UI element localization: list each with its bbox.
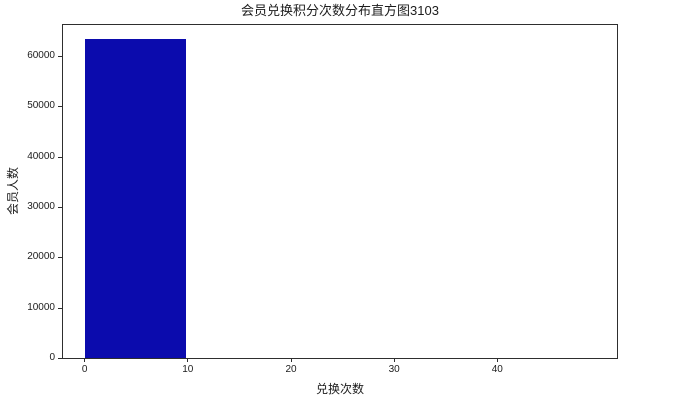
x-tick-mark [290, 358, 292, 362]
y-tick-mark [58, 207, 62, 208]
x-tick-label: 40 [491, 364, 503, 375]
x-tick-mark [496, 358, 498, 362]
x-tick-mark [187, 358, 189, 362]
x-tick-mark [393, 358, 395, 362]
y-tick-label: 20000 [27, 251, 55, 263]
y-tick-label: 0 [49, 352, 55, 363]
x-axis-label: 兑换次数 [315, 382, 364, 396]
y-tick-mark [58, 156, 62, 158]
y-tick-label: 60000 [27, 50, 55, 61]
y-tick-label: 10000 [27, 301, 55, 313]
chart-title: 会员兑换积分次数分布直方图3103 [241, 3, 439, 18]
x-tick-label: 0 [81, 364, 88, 375]
y-tick-label: 50000 [27, 100, 55, 112]
y-tick-mark [58, 358, 62, 359]
x-tick-mark [84, 358, 86, 362]
x-tick-label: 30 [388, 364, 400, 375]
x-tick-label: 20 [285, 364, 297, 375]
y-tick-mark [58, 56, 62, 57]
histogram-bar [84, 38, 186, 358]
y-tick-mark [58, 106, 62, 108]
x-tick-label: 10 [182, 364, 194, 375]
y-tick-label: 30000 [27, 201, 55, 212]
y-axis-label: 会员人数 [6, 166, 20, 216]
y-tick-label: 40000 [27, 150, 55, 162]
y-tick-mark [58, 257, 62, 259]
plot-area: 0 10 20 30 40 0 10000 20000 30000 40000 50000 60000 [27, 24, 618, 375]
y-tick-mark [58, 307, 62, 309]
